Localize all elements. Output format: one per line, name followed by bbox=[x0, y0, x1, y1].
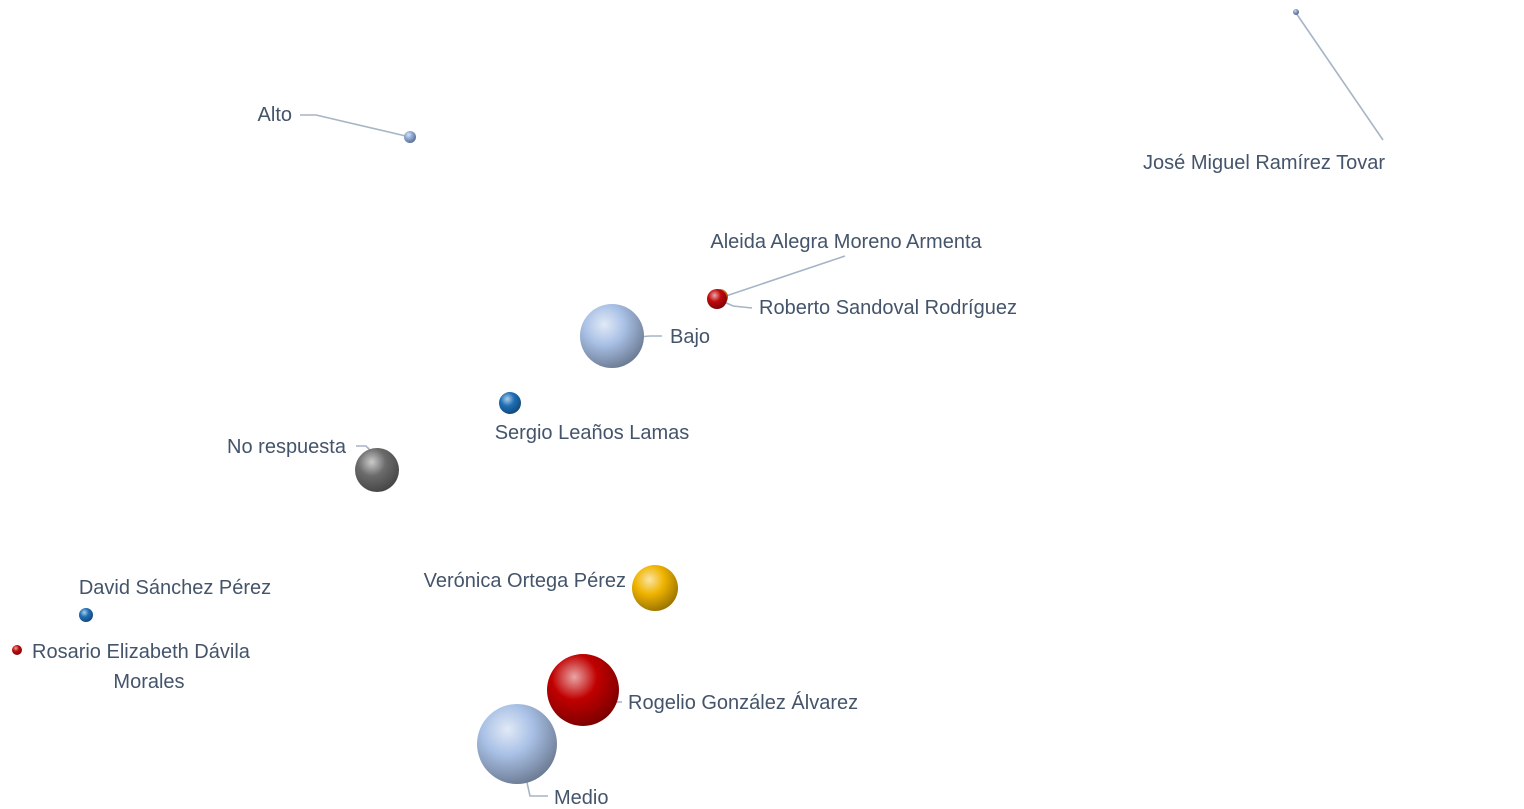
data-label: Medio bbox=[554, 787, 608, 809]
data-label: Alto bbox=[258, 104, 292, 126]
data-label: Bajo bbox=[670, 326, 710, 348]
leader-line bbox=[1295, 12, 1384, 141]
bubble-point bbox=[79, 608, 93, 622]
data-label: Verónica Ortega Pérez bbox=[424, 570, 626, 592]
data-label: David Sánchez Pérez bbox=[79, 577, 271, 599]
bubble-point bbox=[477, 704, 557, 784]
leader-line bbox=[719, 255, 846, 299]
data-label: Rosario Elizabeth Dávila bbox=[32, 641, 251, 663]
data-label: Aleida Alegra Moreno Armenta bbox=[710, 231, 982, 253]
bubble-point bbox=[632, 565, 678, 611]
leader-line bbox=[300, 114, 411, 138]
data-label: José Miguel Ramírez Tovar bbox=[1143, 152, 1385, 174]
bubble-point bbox=[12, 645, 22, 655]
data-label: No respuesta bbox=[227, 436, 347, 458]
data-label: Sergio Leaños Lamas bbox=[495, 422, 690, 444]
bubble-point bbox=[1293, 9, 1299, 15]
data-label-continued: Morales bbox=[113, 671, 184, 693]
data-label: Rogelio González Álvarez bbox=[628, 691, 858, 714]
bubble-point bbox=[580, 304, 644, 368]
bubble-point bbox=[404, 131, 416, 143]
bubble-point bbox=[547, 654, 619, 726]
bubble-point bbox=[707, 289, 727, 309]
data-label: Roberto Sandoval Rodríguez bbox=[759, 297, 1017, 319]
bubble-point bbox=[499, 392, 521, 414]
bubble-point bbox=[355, 448, 399, 492]
